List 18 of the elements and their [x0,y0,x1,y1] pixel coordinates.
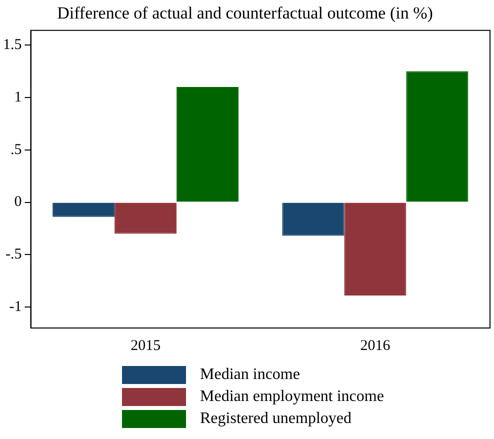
bar [406,71,468,202]
bar [52,202,115,217]
y-tick-label: 0 [14,194,22,210]
y-tick-label: -1 [9,298,22,315]
y-tick-label: -.5 [6,246,22,263]
y-tick-label: 1 [14,89,22,106]
legend-label: Median employment income [200,388,384,406]
bar [282,202,344,236]
chart-title: Difference of actual and counterfactual outcome (in %) [57,4,433,23]
x-tick-label: 2015 [130,338,161,354]
bar [344,202,406,296]
legend-label: Median income [200,366,300,384]
bar [176,86,239,202]
bar [114,202,177,234]
y-tick-label: 1.5 [3,37,22,54]
y-tick-label: .5 [10,142,22,158]
legend-label: Registered unemployed [200,410,352,428]
x-tick-label: 2016 [360,338,391,354]
